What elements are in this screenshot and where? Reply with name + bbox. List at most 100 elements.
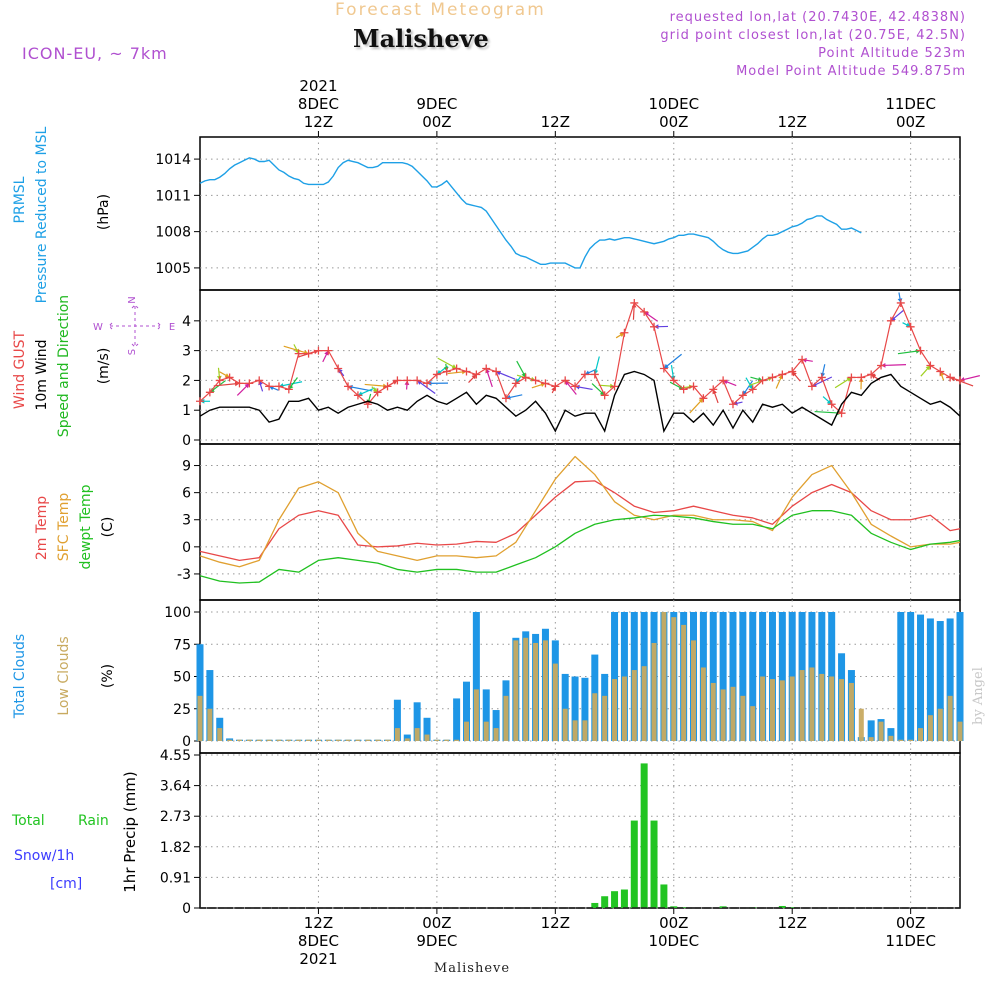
gust-marker — [817, 373, 826, 382]
low-cloud-bar — [503, 695, 509, 741]
low-cloud-bar — [839, 679, 845, 741]
gust-marker — [610, 382, 619, 391]
time-label-bottom: 12Z — [304, 914, 333, 932]
low-cloud-bar — [888, 735, 894, 741]
low-cloud-bar — [868, 737, 874, 741]
low-cloud-bar — [661, 612, 667, 741]
y-tick-label-clouds: 50 — [173, 670, 191, 686]
gust-marker — [423, 379, 432, 388]
wind-arrow-head — [324, 350, 329, 356]
gust-marker — [768, 373, 777, 382]
gust-marker — [886, 316, 895, 325]
time-label-top: 11DEC — [885, 95, 936, 113]
y-tick-label-temperature: 6 — [182, 486, 191, 502]
total-cloud-bar — [768, 612, 776, 741]
total-cloud-bar — [946, 618, 954, 741]
low-cloud-bar — [898, 739, 904, 741]
wind-label-10m: 10m Wind — [34, 339, 50, 410]
gust-marker — [205, 388, 214, 397]
low-cloud-bar — [296, 739, 302, 741]
low-cloud-bar — [454, 739, 460, 741]
gust-marker — [511, 379, 520, 388]
temp-label-dewpt: dewpt Temp — [78, 484, 94, 569]
gust-marker — [896, 298, 905, 307]
gust-marker — [334, 364, 343, 373]
total-cloud-bar — [709, 612, 717, 741]
low-cloud-bar — [779, 680, 785, 741]
wind-unit-label: (m/s) — [96, 348, 112, 385]
wind-label-gust: Wind GUST — [12, 330, 28, 409]
y-tick-label-precip: 0 — [182, 901, 191, 917]
low-cloud-bar — [809, 667, 815, 741]
time-label-bottom: 8DEC — [298, 932, 339, 950]
low-cloud-bar — [325, 739, 331, 741]
low-cloud-bar — [789, 676, 795, 741]
gust-line — [199, 301, 961, 415]
gust-marker — [393, 376, 402, 385]
y-tick-label-precip: 4.55 — [160, 748, 191, 764]
gust-marker — [225, 373, 234, 382]
gust-marker — [728, 400, 737, 409]
y-tick-label-precip: 1.82 — [160, 840, 191, 856]
gust-marker — [324, 346, 333, 355]
gust-marker — [956, 376, 964, 385]
gust-marker — [541, 379, 550, 388]
pressure-line — [199, 157, 862, 269]
low-cloud-bar — [246, 739, 252, 741]
low-cloud-bar — [236, 739, 242, 741]
gust-marker — [580, 370, 589, 379]
total-cloud-bar — [887, 728, 895, 741]
gust-marker — [640, 307, 649, 316]
requested-location: requested lon,lat (20.7430E, 42.4838N) — [669, 10, 966, 25]
rain-bar — [650, 820, 658, 908]
clouds-label-total: Total Clouds — [12, 634, 28, 719]
gust-marker — [857, 373, 866, 382]
time-label-bottom: 11DEC — [885, 932, 936, 950]
compass-w: W — [93, 322, 103, 333]
low-cloud-bar — [927, 715, 933, 741]
low-cloud-bar — [276, 739, 282, 741]
gust-marker — [847, 373, 856, 382]
low-cloud-bar — [513, 640, 519, 741]
gust-marker — [492, 367, 501, 376]
gust-marker — [442, 367, 451, 376]
low-cloud-bar — [375, 739, 381, 741]
low-cloud-bar — [730, 686, 736, 741]
gust-marker — [699, 394, 708, 403]
gust-marker — [778, 370, 787, 379]
total-cloud-bar — [196, 644, 204, 741]
gust-marker — [867, 370, 876, 379]
gust-marker — [748, 385, 757, 394]
rain-bar — [620, 889, 628, 908]
low-cloud-bar — [266, 739, 272, 741]
gust-marker — [561, 376, 570, 385]
gust-marker — [196, 397, 204, 406]
wind-arrow-head — [897, 298, 903, 303]
total-cloud-bar — [956, 612, 964, 741]
y-tick-label-wind: 4 — [182, 314, 191, 330]
wind-arrow-head — [521, 372, 526, 378]
low-cloud-bar — [681, 624, 687, 741]
gust-marker — [482, 364, 491, 373]
gust-marker — [304, 349, 313, 358]
total-cloud-bar — [749, 612, 757, 741]
time-label-bottom: 00Z — [659, 914, 688, 932]
low-cloud-bar — [493, 728, 499, 741]
gust-marker — [501, 394, 510, 403]
rain-bar — [601, 896, 609, 908]
total-cloud-bar — [226, 738, 234, 741]
gust-marker — [630, 298, 639, 307]
low-cloud-bar — [621, 676, 627, 741]
wind-arrow-head — [792, 371, 797, 377]
low-cloud-bar — [602, 695, 608, 741]
gust-marker — [353, 391, 362, 400]
gust-marker — [906, 322, 915, 331]
total-cloud-bar — [453, 698, 461, 741]
time-label-top: 00Z — [422, 113, 451, 131]
y-tick-label-wind: 0 — [182, 433, 191, 449]
temp-line-sfc — [199, 455, 961, 568]
low-cloud-bar — [385, 739, 391, 741]
y-tick-label-precip: 2.73 — [160, 809, 191, 825]
low-cloud-bar — [315, 739, 321, 741]
total-cloud-bar — [462, 681, 470, 741]
